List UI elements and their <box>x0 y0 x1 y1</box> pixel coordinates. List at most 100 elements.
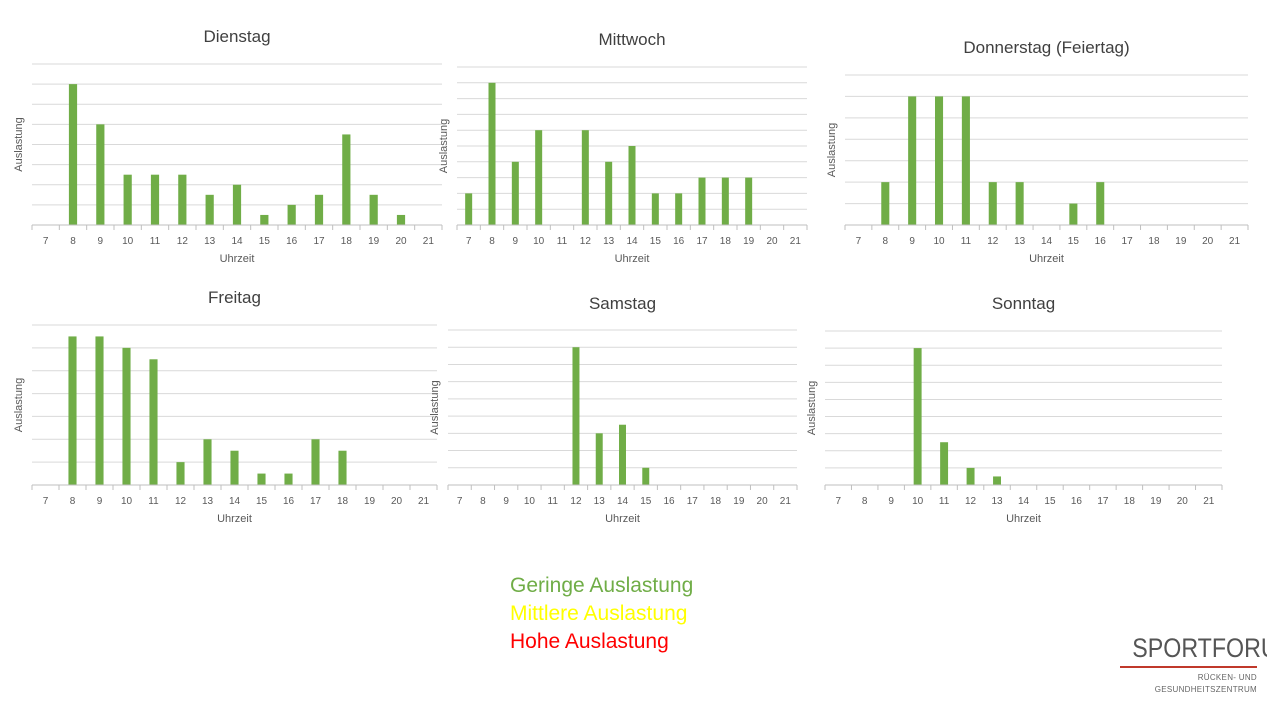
x-tick-label: 7 <box>43 236 49 247</box>
x-tick-label: 7 <box>835 496 841 507</box>
x-tick-label: 19 <box>743 236 755 247</box>
bar-10 <box>123 174 132 225</box>
chart-samstag: Samstag 7 8 9 10 11 12 13 14 15 16 17 18 19 20 21 Uhrzei… <box>429 285 800 530</box>
chart-freitag: Freitag 7 8 9 10 11 12 13 14 15 16 17 18 19 20 21 Uhrzei… <box>10 285 440 530</box>
chart-title: Dienstag <box>203 27 270 46</box>
bar-11 <box>150 174 160 225</box>
x-tick-label: 14 <box>229 496 241 507</box>
chart-title: Donnerstag (Feiertag) <box>963 38 1129 57</box>
bar-12 <box>581 130 589 225</box>
x-tick-label: 14 <box>231 236 243 247</box>
x-axis-label: Uhrzeit <box>217 513 252 525</box>
legend-item-medium: Mittlere Auslastung <box>510 602 688 625</box>
bar-9 <box>511 161 519 225</box>
x-tick-label: 15 <box>1044 496 1056 507</box>
bar-8 <box>68 84 78 225</box>
bar-15 <box>257 473 266 485</box>
y-axis-label: Auslastung <box>826 123 838 177</box>
x-tick-label: 17 <box>310 496 322 507</box>
legend: Geringe Auslastung Mittlere Auslastung H… <box>510 572 693 656</box>
x-tick-label: 21 <box>418 496 430 507</box>
bar-15 <box>642 467 650 485</box>
x-tick-label: 21 <box>790 236 802 247</box>
bar-15 <box>1069 203 1078 225</box>
bar-10 <box>913 348 922 485</box>
x-tick-label: 17 <box>687 496 699 507</box>
sportforum-logo: SPORTFORUM RÜCKEN- UND GESUNDHEITSZENTRU… <box>1112 632 1267 696</box>
x-tick-label: 16 <box>1071 496 1083 507</box>
bar-8 <box>68 336 77 485</box>
bar-16 <box>287 204 296 225</box>
x-tick-label: 15 <box>256 496 268 507</box>
x-tick-label: 13 <box>991 496 1003 507</box>
x-tick-label: 8 <box>489 236 495 247</box>
bar-15 <box>260 214 269 225</box>
x-tick-label: 7 <box>457 496 463 507</box>
x-tick-label: 16 <box>663 496 675 507</box>
x-tick-label: 15 <box>1068 236 1080 247</box>
x-tick-label: 12 <box>570 496 582 507</box>
x-tick-label: 21 <box>423 236 435 247</box>
x-tick-label: 8 <box>883 236 889 247</box>
x-tick-label: 8 <box>480 496 486 507</box>
x-tick-label: 13 <box>1014 236 1026 247</box>
bar-12 <box>178 174 187 225</box>
bar-13 <box>1015 182 1024 225</box>
x-tick-label: 11 <box>557 236 568 247</box>
x-tick-label: 21 <box>1203 496 1215 507</box>
chart-svg-freitag: Freitag 7 8 9 10 11 12 13 14 15 16 17 18 19 20 21 Uhrzei… <box>13 288 438 525</box>
legend-item-high: Hohe Auslastung <box>510 630 669 653</box>
x-tick-label: 14 <box>626 236 638 247</box>
chart-title: Mittwoch <box>598 30 665 49</box>
bar-16 <box>675 193 683 225</box>
bar-18 <box>338 450 347 485</box>
x-tick-label: 15 <box>259 236 271 247</box>
x-tick-label: 14 <box>1018 496 1030 507</box>
x-tick-label: 20 <box>766 236 778 247</box>
bar-13 <box>203 439 212 485</box>
x-tick-label: 10 <box>524 496 536 507</box>
bar-13 <box>993 476 1002 485</box>
chart-svg-dienstag: Dienstag 7 8 9 10 11 12 13 14 15 16 17 18 19 20 21 Uhrze… <box>13 27 443 265</box>
x-axis-label: Uhrzeit <box>1006 513 1041 525</box>
bar-13 <box>605 161 613 225</box>
bar-17 <box>698 177 706 225</box>
x-tick-label: 17 <box>1122 236 1134 247</box>
x-tick-label: 16 <box>286 236 298 247</box>
logo-subtitle-1: RÜCKEN- UND <box>1197 673 1257 682</box>
x-tick-label: 9 <box>97 496 103 507</box>
x-tick-label: 9 <box>503 496 509 507</box>
bar-11 <box>961 96 970 225</box>
logo-subtitle-2: GESUNDHEITSZENTRUM <box>1154 685 1257 694</box>
chart-sonntag: Sonntag 7 8 9 10 11 12 13 14 15 16 17 18 19 20 21 Uhrzei… <box>805 285 1225 530</box>
x-tick-label: 17 <box>1097 496 1109 507</box>
bar-13 <box>205 194 214 225</box>
bar-17 <box>314 194 324 225</box>
bar-10 <box>122 347 131 485</box>
bar-9 <box>95 336 104 485</box>
legend-item-low: Geringe Auslastung <box>510 574 694 597</box>
x-tick-label: 17 <box>696 236 708 247</box>
x-tick-label: 11 <box>961 236 972 247</box>
x-tick-label: 16 <box>673 236 685 247</box>
bar-9 <box>96 124 105 225</box>
chart-svg-donnerstag: Donnerstag (Feiertag) 7 8 9 10 11 12 13 14 15 16 17… <box>826 38 1249 265</box>
x-tick-label: 18 <box>1148 236 1160 247</box>
x-tick-label: 19 <box>368 236 380 247</box>
bar-10 <box>535 130 543 225</box>
bar-18 <box>342 134 351 225</box>
bar-18 <box>721 177 729 225</box>
bar-12 <box>966 467 975 485</box>
chart-mittwoch: Mittwoch 7 8 9 10 11 12 13 14 15 16 17 18 19 20 21 Uhrze… <box>435 20 810 270</box>
bar-9 <box>908 96 917 225</box>
x-tick-label: 13 <box>594 496 606 507</box>
x-tick-label: 18 <box>337 496 349 507</box>
x-tick-label: 13 <box>204 236 216 247</box>
x-tick-label: 10 <box>122 236 134 247</box>
x-tick-label: 12 <box>965 496 977 507</box>
x-tick-label: 18 <box>341 236 353 247</box>
x-tick-label: 15 <box>650 236 662 247</box>
x-tick-label: 9 <box>888 496 894 507</box>
x-tick-label: 15 <box>640 496 652 507</box>
x-tick-label: 18 <box>710 496 722 507</box>
